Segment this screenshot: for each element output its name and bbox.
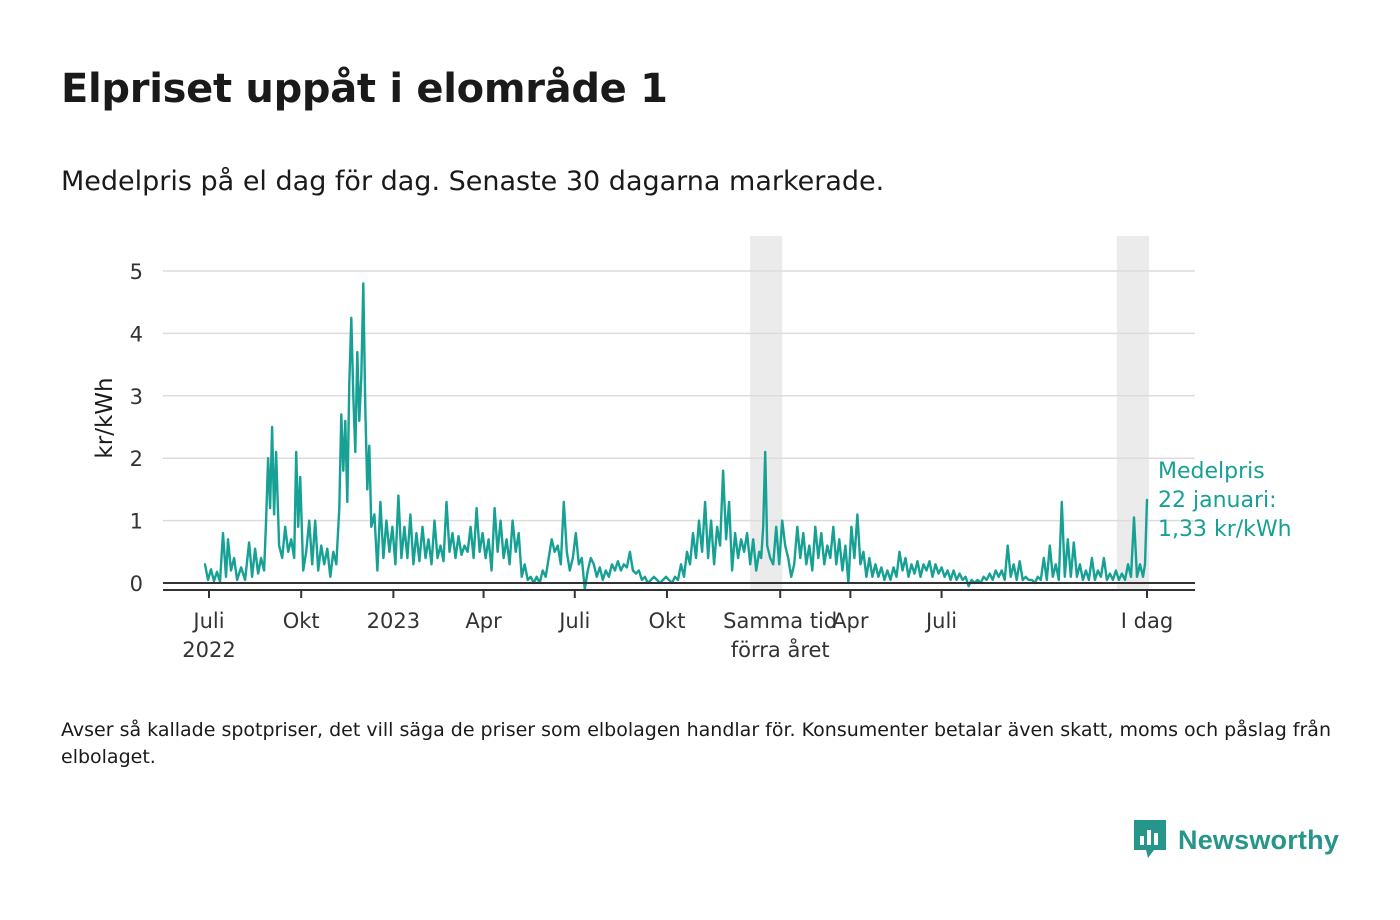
price-chart: 0 1 2 3 4 5 kr/kWh Juli 2022 Okt 2023 Apr Juli Okt S… — [92, 236, 1292, 662]
x-axis: Juli 2022 Okt 2023 Apr Juli Okt Samma tid förra … — [163, 589, 1195, 662]
y-tick-label-2: 2 — [130, 447, 143, 471]
annotation-line-2: 22 januari: — [1158, 488, 1277, 513]
newsworthy-logo-icon — [1134, 820, 1166, 858]
x-tick-label-5: Juli — [557, 609, 590, 633]
highlight-bands — [750, 236, 1149, 589]
x-tick-label-7-line-2: förra året — [731, 637, 830, 662]
x-tick-label-8: Apr — [832, 609, 869, 633]
grid-lines — [163, 270, 1195, 522]
y-tick-label-3: 3 — [130, 385, 143, 409]
x-tick-label-3: 2023 — [367, 609, 420, 633]
chart-subtitle: Medelpris på el dag för dag. Senaste 30 … — [61, 166, 885, 197]
x-tick-label-2: Okt — [283, 609, 320, 633]
annotation-line-1: Medelpris — [1158, 459, 1265, 484]
y-tick-label-4: 4 — [130, 322, 143, 346]
x-tick-label-4: Apr — [465, 609, 502, 633]
brand-name: Newsworthy — [1178, 824, 1340, 855]
y-tick-label-5: 5 — [130, 260, 143, 284]
x-tick-label-1: Juli — [191, 609, 224, 633]
x-tick-label-9: Juli — [924, 609, 957, 633]
price-annotation: Medelpris 22 januari: 1,33 kr/kWh — [1158, 459, 1292, 542]
series-layer — [203, 282, 1149, 591]
x-tick-label-6: Okt — [649, 609, 686, 633]
y-tick-label-1: 1 — [130, 510, 143, 534]
y-axis-title: kr/kWh — [92, 377, 118, 458]
x-tick-label-1-line-2: 2022 — [182, 638, 235, 662]
series-line-1 — [203, 282, 1149, 591]
annotation-line-3: 1,33 kr/kWh — [1158, 517, 1292, 542]
chart-title: Elpriset uppåt i elområde 1 — [61, 66, 668, 112]
footnote: Avser så kallade spotpriser, det vill sä… — [61, 719, 1331, 768]
brand-logo: Newsworthy — [1132, 818, 1339, 862]
x-tick-label-7: Samma tid — [723, 609, 837, 633]
y-axis-ticks: 0 1 2 3 4 5 — [130, 260, 143, 596]
y-tick-label-0: 0 — [130, 572, 143, 596]
x-tick-label-10: I dag — [1121, 609, 1173, 633]
